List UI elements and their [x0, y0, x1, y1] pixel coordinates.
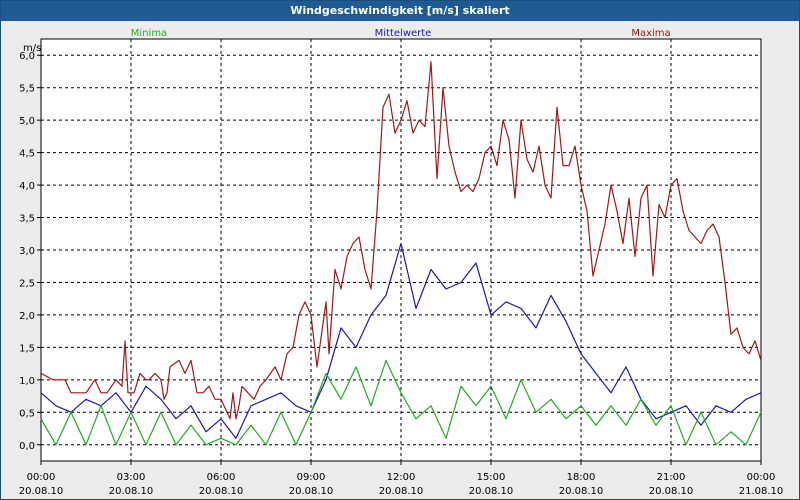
x-tick-date: 21.08.10 [739, 486, 784, 497]
y-tick-label: 6,0 [19, 51, 35, 62]
x-tick-date: 20.08.10 [649, 486, 694, 497]
x-tick-time: 00:00 [27, 472, 56, 483]
x-tick-time: 06:00 [207, 472, 236, 483]
x-axis-ticks: 00:00 20.08.10 03:00 20.08.10 06:00 20.08.10 0… [19, 461, 784, 497]
x-tick-date: 20.08.10 [19, 486, 64, 497]
legend-mittelwerte: Mittelwerte [375, 28, 432, 39]
x-tick-date: 20.08.10 [379, 486, 424, 497]
series-line-minima [40, 359, 762, 446]
x-tick-time: 18:00 [567, 472, 596, 483]
y-tick-label: 4,0 [19, 181, 35, 192]
y-tick-label: 1,0 [19, 376, 35, 387]
x-tick-time: 15:00 [477, 472, 506, 483]
grid-lines [41, 39, 761, 461]
x-tick-date: 20.08.10 [559, 486, 604, 497]
y-tick-label: 5,5 [19, 84, 35, 95]
x-tick-date: 20.08.10 [199, 486, 244, 497]
x-tick-time: 12:00 [387, 472, 416, 483]
legend-maxima: Maxima [631, 28, 670, 39]
x-tick-time: 00:00 [747, 472, 776, 483]
x-tick-date: 20.08.10 [289, 486, 334, 497]
x-tick-date: 20.08.10 [469, 486, 514, 497]
x-tick-date: 20.08.10 [109, 486, 154, 497]
y-tick-label: 4,5 [19, 149, 35, 160]
series-line-maxima [40, 61, 762, 420]
legend: Minima Mittelwerte Maxima [131, 28, 671, 39]
y-axis-label: m/s [23, 43, 41, 54]
y-tick-label: 3,5 [19, 214, 35, 225]
y-tick-label: 2,5 [19, 278, 35, 289]
x-tick-time: 03:00 [117, 472, 146, 483]
y-tick-label: 0,5 [19, 408, 35, 419]
window-title: Windgeschwindigkeit [m/s] skaliert [1, 1, 799, 21]
y-tick-label: 3,0 [19, 246, 35, 257]
x-tick-time: 09:00 [297, 472, 326, 483]
y-tick-label: 5,0 [19, 116, 35, 127]
series-group [40, 61, 762, 446]
y-tick-label: 2,0 [19, 311, 35, 322]
x-tick-time: 21:00 [657, 472, 686, 483]
y-axis-ticks: 0,0 0,5 1,0 1,5 2,0 2,5 3,0 3,5 4,0 4,5 5,0 5,5 6,0 [19, 51, 41, 452]
legend-minima: Minima [131, 28, 167, 39]
y-tick-label: 0,0 [19, 441, 35, 452]
y-tick-label: 1,5 [19, 343, 35, 354]
